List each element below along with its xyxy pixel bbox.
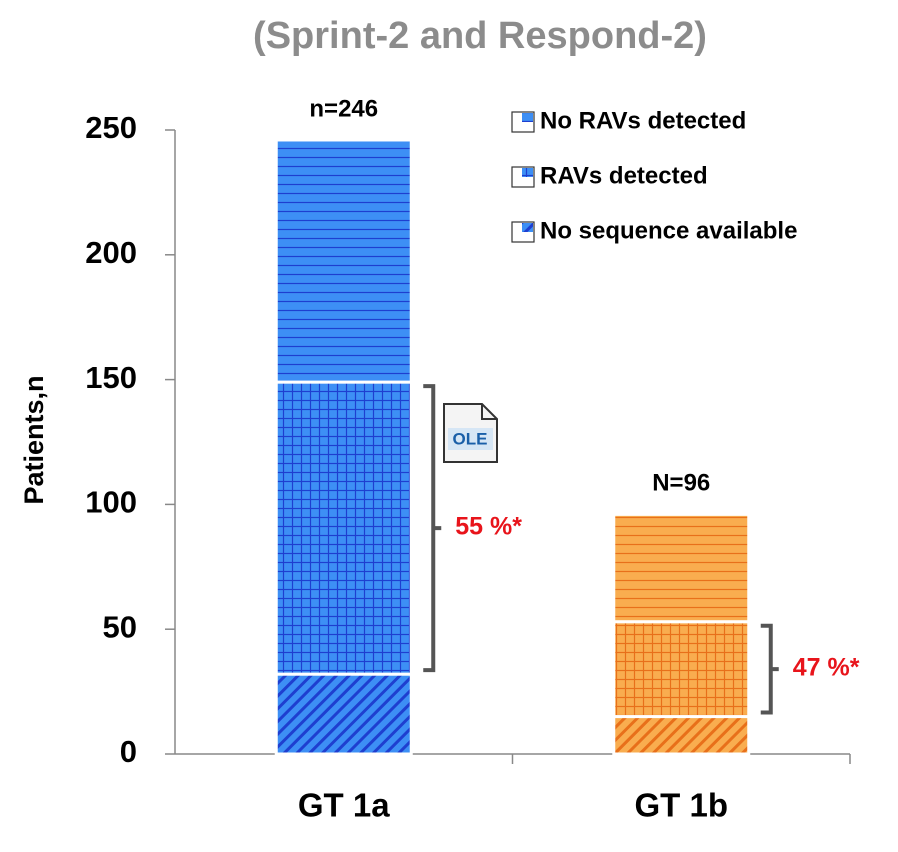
y-tick-label: 250 [85,110,137,145]
legend-swatch-fill [522,113,533,122]
bar-segment [274,138,413,384]
bar-segment [274,672,413,756]
legend-label: RAVs detected [540,162,708,189]
bracket-label: 47 %* [793,654,860,682]
bar-segment [612,715,751,756]
x-tick-label: GT 1a [298,787,390,824]
bar-segment [612,620,751,719]
ole-icon: OLE [443,403,498,463]
bracket [760,623,779,715]
bar-segment [274,380,413,676]
y-tick-label: 150 [85,360,137,395]
legend-swatch-fill [522,223,533,232]
x-tick-label: GT 1b [634,787,728,824]
icon-label: OLE [453,429,488,448]
legend-label: No RAVs detected [540,107,746,134]
y-tick-label: 200 [85,235,137,270]
total-label: n=246 [309,95,378,122]
y-tick-label: 50 [103,609,137,644]
total-label: N=96 [652,470,710,497]
legend-label: No sequence available [540,217,797,244]
bracket-label: 55 %* [455,513,522,541]
legend-swatch-fill [522,168,533,177]
bar-segment [612,512,751,624]
bracket [423,384,442,673]
y-axis-label: Patients,n [19,375,49,504]
y-tick-label: 100 [85,485,137,520]
y-tick-label: 0 [120,734,137,769]
chart-title: (Sprint-2 and Respond-2) [253,15,707,57]
